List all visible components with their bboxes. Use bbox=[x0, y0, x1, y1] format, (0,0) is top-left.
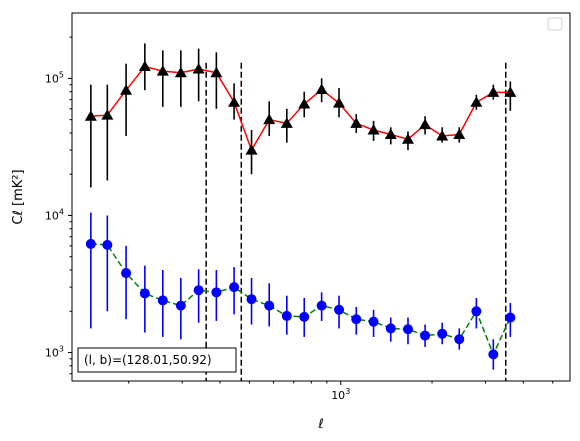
data-point bbox=[351, 314, 362, 325]
y-tick-label: 104 bbox=[45, 207, 64, 222]
coordinate-annotation: (l, b)=(128.01,50.92) bbox=[77, 347, 237, 373]
data-point bbox=[505, 312, 516, 323]
data-point bbox=[193, 285, 204, 296]
data-point bbox=[401, 133, 414, 144]
data-point bbox=[84, 110, 97, 121]
data-point bbox=[211, 287, 222, 298]
data-point bbox=[470, 96, 483, 107]
data-point bbox=[139, 288, 150, 299]
data-point bbox=[246, 294, 257, 305]
data-point bbox=[174, 66, 187, 78]
series-1 bbox=[84, 43, 517, 188]
data-point bbox=[264, 300, 275, 311]
data-point bbox=[471, 306, 482, 317]
data-point bbox=[280, 117, 293, 128]
data-point bbox=[315, 83, 328, 94]
data-point bbox=[367, 124, 380, 135]
data-point bbox=[138, 60, 151, 72]
data-point bbox=[334, 304, 345, 315]
x-tick-label: 103 bbox=[331, 387, 350, 402]
data-point bbox=[384, 128, 397, 139]
data-point bbox=[316, 300, 327, 311]
data-point bbox=[120, 84, 133, 95]
data-point bbox=[298, 98, 311, 109]
data-point bbox=[420, 330, 431, 341]
y-tick-label: 103 bbox=[45, 345, 64, 360]
data-point bbox=[281, 310, 292, 321]
legend-box bbox=[547, 17, 563, 31]
data-point bbox=[436, 129, 449, 141]
axes-frame bbox=[71, 12, 571, 382]
data-point bbox=[263, 113, 276, 125]
data-point bbox=[419, 118, 432, 130]
series-2 bbox=[85, 212, 516, 370]
x-axis-label: ℓ bbox=[317, 417, 323, 432]
data-point bbox=[210, 66, 223, 78]
data-point bbox=[299, 311, 310, 322]
data-point bbox=[333, 97, 346, 108]
data-point bbox=[350, 117, 363, 128]
data-point bbox=[192, 63, 205, 74]
data-point bbox=[488, 349, 499, 360]
data-point bbox=[402, 324, 413, 335]
axis-ticks: 103 103 104 105 bbox=[45, 36, 554, 402]
data-point bbox=[504, 86, 517, 97]
data-point bbox=[229, 282, 240, 293]
data-point bbox=[453, 128, 466, 139]
data-point bbox=[156, 65, 169, 76]
plot-content bbox=[84, 43, 517, 381]
data-point bbox=[487, 86, 500, 97]
data-point bbox=[175, 300, 186, 311]
data-point bbox=[437, 328, 448, 339]
data-point bbox=[101, 109, 114, 120]
data-point bbox=[228, 96, 241, 107]
data-point bbox=[245, 144, 258, 155]
data-point bbox=[102, 239, 113, 250]
annotation-text: (l, b)=(128.01,50.92) bbox=[84, 353, 212, 367]
data-point bbox=[157, 295, 168, 306]
data-point bbox=[385, 323, 396, 334]
y-tick-label: 105 bbox=[45, 70, 64, 85]
data-point bbox=[121, 268, 132, 279]
annotation-box bbox=[77, 347, 237, 373]
y-axis-label: Cℓ [mK²] bbox=[11, 169, 26, 224]
data-point bbox=[454, 334, 465, 345]
data-point bbox=[85, 238, 96, 249]
series-line bbox=[90, 243, 512, 357]
data-point bbox=[368, 316, 379, 327]
